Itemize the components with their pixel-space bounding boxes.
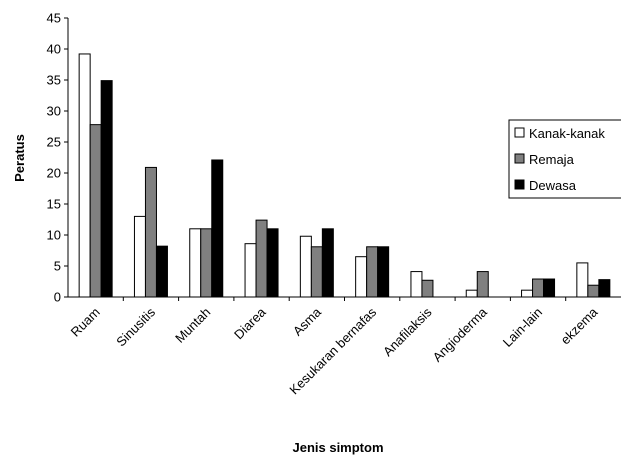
bar-remaja-2: [144, 166, 157, 298]
x-tick-label: Lain-lain: [500, 305, 545, 350]
bar-remaja-6: [366, 246, 379, 298]
legend-swatch: [514, 179, 525, 190]
bar-kanak-kanak-3: [189, 228, 202, 298]
bar-remaja-3: [200, 228, 213, 298]
y-tick-label: 10: [47, 228, 61, 243]
bar-dewasa-9: [543, 278, 556, 298]
bar-remaja-9: [532, 278, 545, 298]
y-tick-label: 35: [47, 73, 61, 88]
bar-dewasa-5: [321, 228, 334, 298]
y-tick-label: 30: [47, 104, 61, 119]
x-tick-label: Sinusitis: [113, 304, 158, 349]
x-tick-label: ekzema: [558, 304, 601, 347]
x-tick-label: Anafilaksis: [380, 304, 435, 359]
bar-dewasa-3: [211, 159, 224, 298]
legend-label: Kanak-kanak: [529, 126, 605, 141]
y-axis-title: Peratus: [12, 134, 27, 182]
bar-remaja-8: [476, 271, 489, 298]
bar-dewasa-10: [598, 279, 611, 298]
x-tick-label: Diarea: [231, 304, 269, 342]
bar-kanak-kanak-10: [576, 262, 589, 298]
bar-remaja-10: [587, 284, 600, 298]
y-tick-label: 25: [47, 135, 61, 150]
x-tick-label: Ruam: [68, 305, 103, 340]
bar-kanak-kanak-2: [133, 215, 146, 298]
bar-dewasa-1: [100, 80, 113, 298]
bar-remaja-5: [310, 246, 323, 298]
bar-remaja-1: [89, 124, 102, 298]
bar-kanak-kanak-8: [465, 289, 478, 298]
y-tick-label: 20: [47, 166, 61, 181]
plot-area: [78, 53, 611, 298]
bar-kanak-kanak-5: [299, 235, 312, 298]
y-tick-label: 5: [54, 259, 61, 274]
x-tick-label: Angioderma: [430, 304, 491, 365]
legend-label: Dewasa: [529, 178, 577, 193]
y-tick-label: 40: [47, 42, 61, 57]
bar-remaja-7: [421, 279, 434, 298]
legend-swatch: [514, 127, 525, 138]
bar-kanak-kanak-7: [410, 271, 423, 298]
bar-kanak-kanak-1: [78, 53, 91, 298]
x-tick-label: Muntah: [172, 305, 213, 346]
bar-kanak-kanak-4: [244, 243, 257, 298]
y-axis: 0 5 10 15 20 25 30 35 40 45: [47, 11, 69, 305]
x-axis-title: Jenis simptom: [292, 440, 383, 455]
bar-kanak-kanak-6: [355, 256, 368, 298]
y-tick-label: 0: [54, 290, 61, 305]
bar-kanak-kanak-9: [521, 289, 534, 298]
legend-swatch: [514, 153, 525, 164]
y-tick-label: 45: [47, 11, 61, 26]
bar-dewasa-6: [377, 246, 390, 298]
legend: Kanak-kanak Remaja Dewasa: [508, 119, 621, 199]
y-tick-label: 15: [47, 197, 61, 212]
bar-remaja-4: [255, 219, 268, 298]
legend-label: Remaja: [529, 152, 575, 167]
legend-box: [508, 119, 621, 199]
bar-dewasa-4: [266, 228, 279, 298]
x-tick-label: Asma: [290, 304, 325, 339]
bar-dewasa-2: [155, 245, 168, 298]
